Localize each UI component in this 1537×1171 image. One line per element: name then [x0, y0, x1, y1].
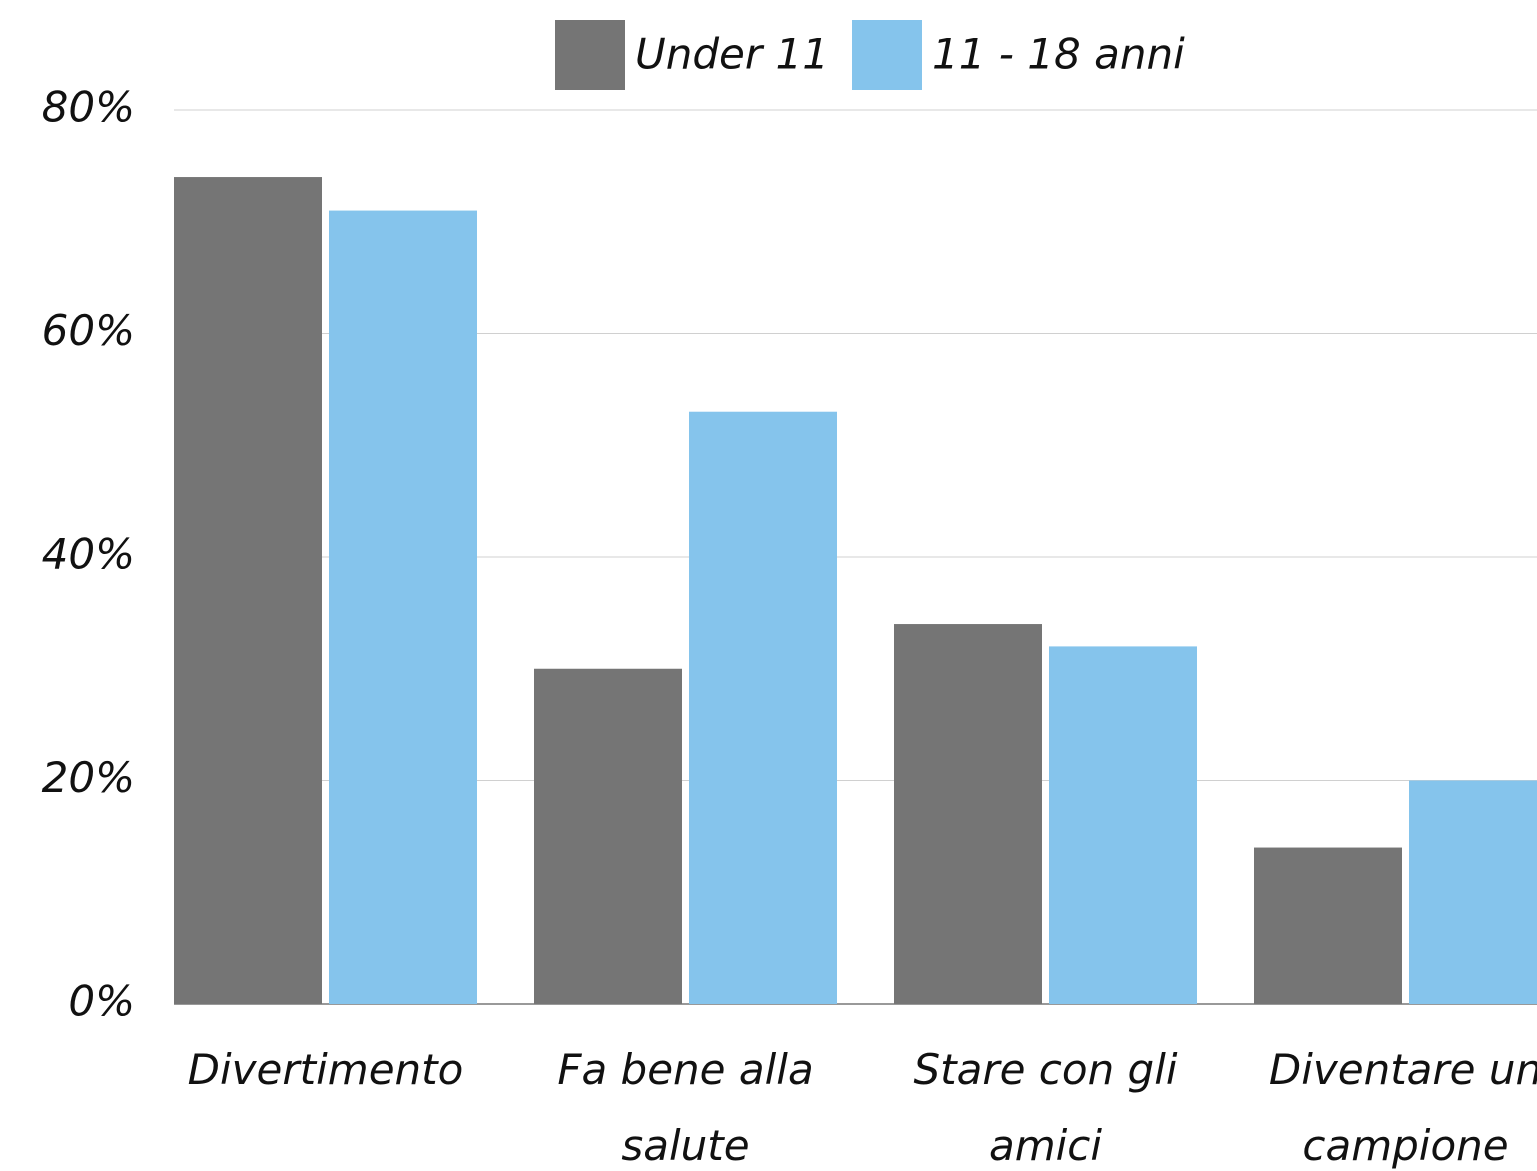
y-tick-label: 20% [42, 753, 135, 802]
bar [1409, 780, 1537, 1004]
y-tick-label: 80% [42, 83, 135, 132]
legend-label: 11 - 18 anni [932, 30, 1185, 79]
x-tick-label: Diventare un campione [1269, 1045, 1537, 1170]
legend-swatch [852, 20, 922, 90]
bar [329, 210, 477, 1004]
bar [174, 177, 322, 1005]
y-tick-label: 40% [42, 530, 135, 579]
x-tick-label: Divertimento [188, 1045, 464, 1094]
bar [894, 624, 1042, 1004]
bar [1254, 847, 1402, 1004]
x-tick-label: Fa bene alla salute [557, 1045, 813, 1170]
x-tick-label: Stare con gli amici [913, 1045, 1177, 1170]
bar [689, 411, 837, 1005]
y-tick-label: 0% [68, 977, 135, 1026]
legend-label: Under 11 [635, 30, 829, 79]
y-tick-label: 60% [42, 306, 135, 355]
bar [534, 668, 682, 1004]
bar [1049, 646, 1197, 1004]
legend-swatch [555, 20, 625, 90]
